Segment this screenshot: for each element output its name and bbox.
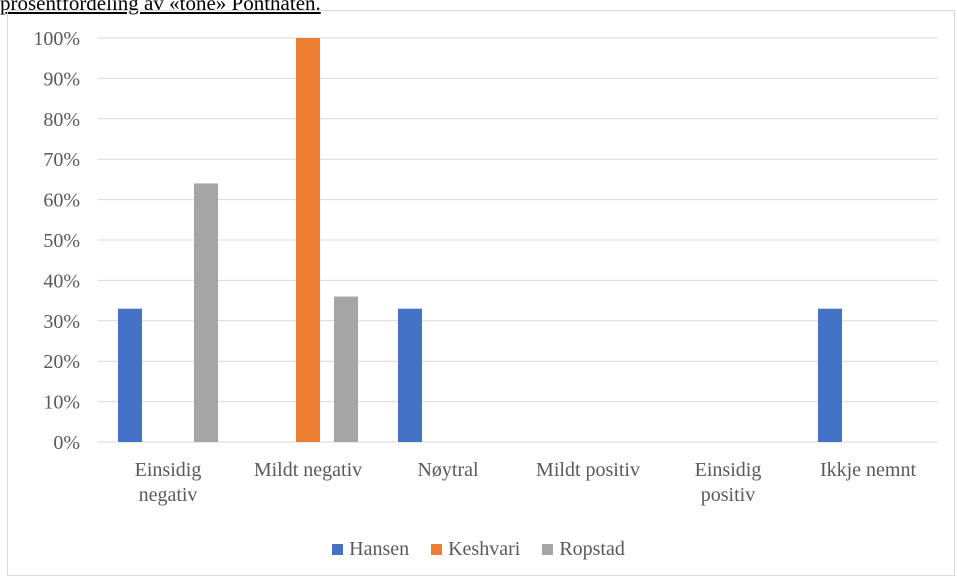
x-tick-label: Einsidig	[695, 459, 762, 481]
y-tick-label: 90%	[43, 68, 80, 90]
x-tick-label: positiv	[701, 484, 755, 506]
legend-label: Ropstad	[559, 538, 625, 560]
y-tick-label: 10%	[43, 392, 80, 414]
x-tick-label: Ikkje nemnt	[820, 459, 917, 481]
y-tick-label: 50%	[43, 230, 80, 252]
y-tick-label: 40%	[43, 270, 80, 292]
legend-item: Keshvari	[431, 538, 520, 561]
bar-hansen	[398, 308, 422, 442]
bar-hansen	[118, 308, 142, 442]
x-tick-label: Nøytral	[417, 459, 479, 481]
chart-legend: Hansen Keshvari Ropstad	[0, 538, 957, 561]
legend-swatch	[431, 544, 443, 555]
x-tick-label: Mildt positiv	[536, 459, 640, 481]
x-tick-label: Mildt negativ	[254, 459, 362, 481]
bar-hansen	[818, 308, 842, 442]
legend-swatch	[332, 544, 344, 555]
x-tick-label: Einsidig	[135, 459, 202, 481]
y-tick-label: 100%	[33, 28, 80, 50]
x-tick-label: negativ	[139, 484, 198, 506]
bar-ropstad	[194, 183, 218, 442]
chart-frame	[7, 10, 955, 576]
legend-swatch	[542, 544, 554, 555]
chart-caption: prosentfordeling av «tone» Ponthaten.	[0, 0, 321, 15]
y-tick-label: 60%	[43, 190, 80, 212]
legend-label: Keshvari	[448, 538, 521, 560]
bar-keshvari	[296, 38, 320, 442]
legend-item: Hansen	[332, 538, 409, 561]
y-tick-label: 70%	[43, 149, 80, 171]
y-tick-label: 80%	[43, 109, 80, 131]
bar-ropstad	[334, 296, 358, 442]
y-tick-label: 20%	[43, 351, 80, 373]
y-tick-label: 0%	[53, 432, 80, 454]
legend-item: Ropstad	[542, 538, 625, 561]
legend-label: Hansen	[349, 538, 410, 560]
y-tick-label: 30%	[43, 311, 80, 333]
